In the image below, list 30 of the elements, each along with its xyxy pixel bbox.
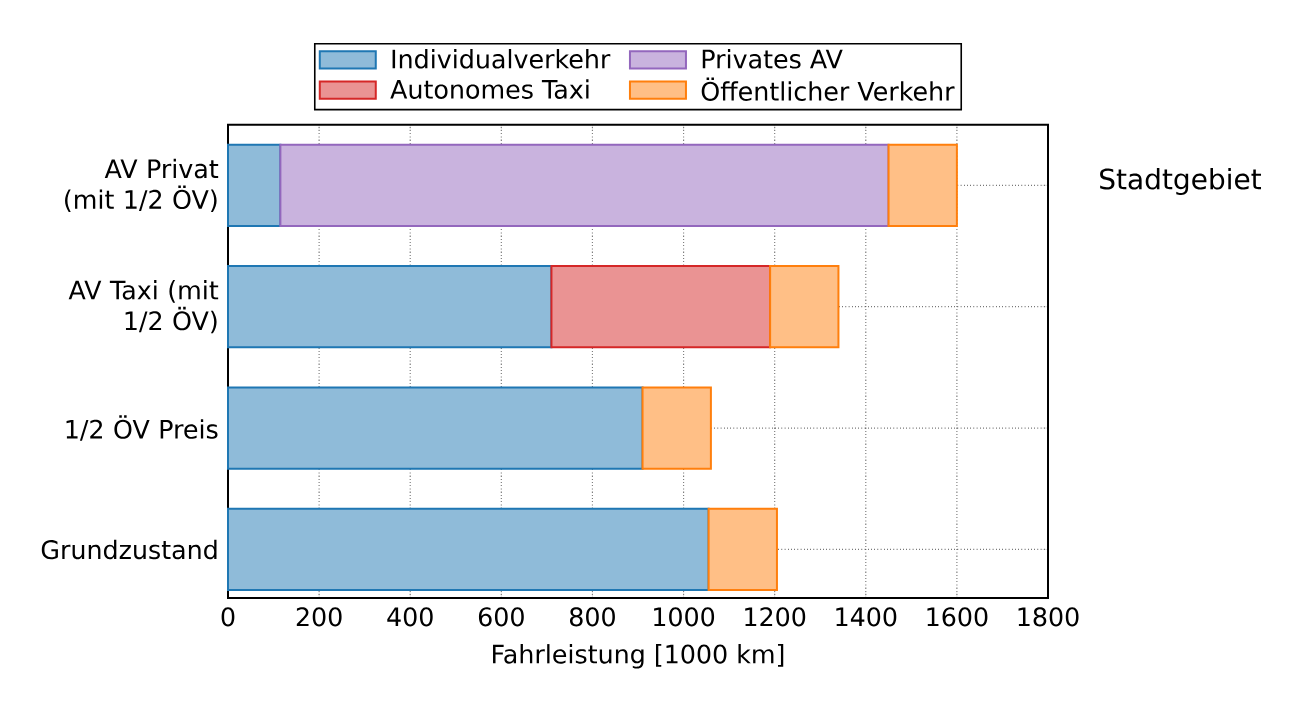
- x-tick-label: 1200: [745, 607, 806, 627]
- y-tick-label: AV Taxi (mit 1/2 ÖV): [68, 280, 219, 334]
- bar: [227, 507, 710, 592]
- x-tick-label: 1000: [654, 607, 715, 627]
- legend-label: Autonomes Taxi: [390, 79, 589, 99]
- bar: [769, 265, 840, 349]
- x-tick-label: 0: [221, 607, 235, 627]
- legend-label: Öffentlicher Verkehr: [701, 77, 955, 101]
- bar: [227, 265, 553, 349]
- text: Stadtgebiet: [1100, 167, 1262, 196]
- legend-label: Privates AV: [702, 49, 843, 69]
- y-tick-label: 1/2 ÖV Preis: [66, 415, 218, 441]
- bar: [550, 265, 772, 349]
- x-tick-label: 400: [387, 607, 433, 627]
- bar: [887, 143, 958, 227]
- x-tick-label: 600: [478, 607, 524, 627]
- bar: [279, 143, 890, 227]
- bar: [227, 386, 644, 470]
- x-axis-title: Fahrleistung [1000 km]: [493, 644, 784, 669]
- legend-label: Individualverkehr: [392, 49, 611, 69]
- bar: [707, 507, 778, 592]
- bar: [227, 143, 282, 227]
- x-tick-label: 800: [569, 607, 615, 627]
- x-tick-label: 1400: [836, 607, 897, 627]
- x-tick-label: 200: [296, 607, 342, 627]
- y-tick-label: AV Privat (mit 1/2 ÖV): [65, 158, 219, 212]
- bar: [641, 386, 712, 470]
- x-tick-label: 1600: [927, 607, 988, 627]
- x-tick-label: 1800: [1018, 607, 1079, 627]
- y-tick-label: Grundzustand: [41, 539, 217, 560]
